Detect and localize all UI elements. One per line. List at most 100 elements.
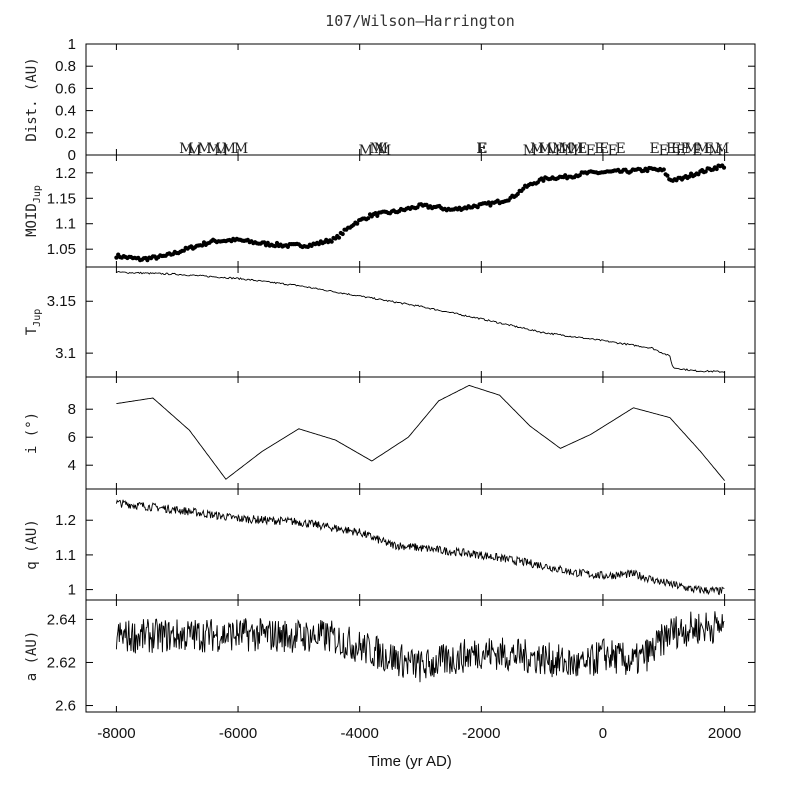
panel-moid: 1.05 1.1 1.15 1.2 MOIDJup: [24, 154, 756, 268]
series-line-q: [115, 499, 725, 596]
y-label-text: Dist. (AU): [24, 57, 40, 141]
encounter-marker: E: [704, 141, 714, 157]
encounter-marker: E: [666, 141, 676, 157]
encounter-marker: M: [696, 141, 710, 157]
time-axis: -8000 -6000 -4000 -2000 0 2000: [97, 725, 741, 742]
panel-frame: [85, 43, 756, 156]
y-label-subscript: Jup: [32, 185, 43, 203]
moid-point: [355, 221, 360, 226]
panel-frame: [85, 599, 756, 713]
y-tick-label: 1.2: [55, 512, 76, 529]
encounter-marker: M: [207, 141, 221, 157]
moid-point: [721, 165, 727, 170]
y-axis-label-moid: MOIDJup: [24, 185, 43, 237]
encounter-marker: M: [684, 141, 698, 157]
encounter-marker: E: [586, 143, 596, 159]
y-tick-label: 4: [68, 457, 76, 474]
encounter-marker: E: [676, 143, 686, 159]
y-tick-label: 2.64: [47, 611, 76, 628]
x-tick-label: -8000: [97, 725, 135, 742]
moid-point: [665, 173, 670, 178]
y-tick-label: 0.8: [55, 58, 76, 75]
y-label-text: MOID: [24, 203, 40, 237]
encounter-marker: E: [671, 141, 681, 157]
moid-point: [273, 244, 278, 249]
encounter-marker: M: [570, 141, 584, 157]
y-tick-label: 1: [68, 36, 76, 53]
panel-frame: [85, 376, 756, 490]
encounter-marker: M: [552, 141, 566, 157]
encounter-marker: M: [179, 141, 193, 157]
moid-point: [661, 167, 666, 172]
moid-point: [714, 166, 719, 172]
y-label-subscript: Jup: [32, 309, 43, 327]
moid-point: [329, 239, 334, 244]
series-line-a: [115, 611, 725, 683]
y-label-text: i (°): [24, 412, 40, 454]
y-label-text: a (AU): [24, 631, 40, 682]
encounter-marker: E: [577, 141, 587, 157]
encounter-marker: E: [594, 141, 604, 157]
moid-point: [703, 169, 708, 174]
moid-point: [563, 173, 568, 178]
y-tick-label: 1.2: [55, 165, 76, 182]
encounter-marker: E: [650, 141, 660, 157]
encounter-marker: E: [599, 141, 609, 157]
y-tick-label: 1.1: [55, 216, 76, 233]
encounter-marker: E: [692, 143, 702, 159]
y-tick-label: 2.62: [47, 654, 76, 671]
x-tick-label: 2000: [708, 725, 741, 742]
y-tick-label: 1: [68, 582, 76, 599]
encounter-marker: E: [615, 141, 625, 157]
y-label-text: T: [24, 326, 40, 335]
moid-point: [340, 231, 345, 237]
x-tick-label: -4000: [340, 725, 378, 742]
encounter-marker: E: [681, 141, 691, 157]
y-axis-label-dist: Dist. (AU): [24, 57, 40, 141]
x-axis-label: Time (yr AD): [368, 753, 452, 770]
panel-q: 1 1.1 1.2 q (AU): [24, 488, 756, 601]
y-label-text: q (AU): [24, 519, 40, 570]
moid-point: [486, 200, 491, 205]
panel-incl: 4 6 8 i (°): [24, 376, 756, 490]
encounter-marker: M: [715, 141, 729, 157]
moid-point: [200, 243, 205, 248]
encounter-marker: M: [538, 141, 552, 157]
y-tick-label: 1.15: [47, 190, 76, 207]
y-tick-label: 1.05: [47, 241, 76, 258]
encounter-marker: E: [476, 141, 486, 157]
y-axis-label-incl: i (°): [24, 412, 40, 454]
y-tick-label: 1.1: [55, 547, 76, 564]
encounter-marker: E: [477, 141, 487, 157]
y-tick-label: 3.1: [55, 345, 76, 362]
encounter-marker: M: [222, 141, 236, 157]
figure-title: 107/Wilson–Harrington: [325, 12, 515, 30]
y-axis-label-tjup: TJup: [24, 309, 43, 336]
moid-point: [366, 216, 371, 221]
encounter-marker: E: [659, 143, 669, 159]
moid-point: [336, 235, 342, 240]
encounter-marker: M: [530, 141, 544, 157]
series-line-incl: [116, 384, 725, 481]
panel-frame: [85, 266, 756, 378]
panel-a: 2.6 2.62 2.64 a (AU): [24, 599, 756, 715]
encounter-marker: M: [377, 143, 391, 159]
y-tick-label: 2.6: [55, 698, 76, 715]
y-axis-label-a: a (AU): [24, 631, 40, 682]
series-line-tjup: [116, 271, 725, 373]
moid-points: [114, 163, 727, 263]
y-tick-label: 3.15: [47, 293, 76, 310]
encounter-marker: M: [370, 141, 384, 157]
moid-point: [515, 191, 520, 197]
encounter-marker: M: [558, 141, 572, 157]
y-axis-label-q: q (AU): [24, 519, 40, 570]
encounter-marker: M: [197, 141, 211, 157]
y-tick-label: 0.6: [55, 80, 76, 97]
y-tick-label: 0: [68, 147, 76, 164]
x-tick-label: 0: [599, 725, 607, 742]
moid-point: [375, 213, 380, 218]
y-tick-label: 8: [68, 401, 76, 418]
